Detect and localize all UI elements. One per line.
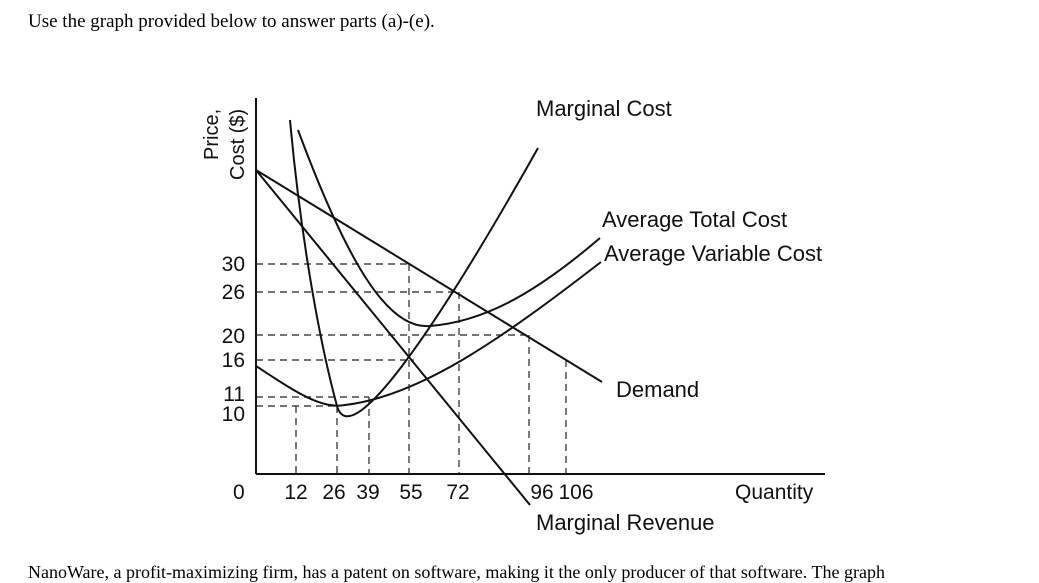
y-tick-20: 20 xyxy=(222,325,245,348)
average-variable-cost-label: Average Variable Cost xyxy=(604,241,822,266)
marginal-cost-curve xyxy=(289,119,539,418)
x-tick-55: 55 xyxy=(399,481,422,504)
x-tick-106: 106 xyxy=(558,481,593,504)
y-axis-label-price: Price, xyxy=(201,109,223,160)
average-variable-cost-curve xyxy=(255,261,602,407)
y-tick-10: 10 xyxy=(222,403,245,426)
marginal-revenue-label: Marginal Revenue xyxy=(536,510,715,535)
axes xyxy=(255,98,825,475)
x-tick-12: 12 xyxy=(284,481,307,504)
y-tick-11: 11 xyxy=(223,383,245,406)
demand-curve xyxy=(255,169,603,383)
question-text-cutoff: NanoWare, a profit-maximizing firm, has … xyxy=(28,562,885,582)
average-total-cost-curve xyxy=(297,129,601,328)
demand-label: Demand xyxy=(616,377,699,402)
x-tick-72: 72 xyxy=(446,481,469,504)
x-tick-96: 96 xyxy=(530,481,553,504)
marginal-revenue-curve xyxy=(255,169,531,506)
y-tick-26: 26 xyxy=(222,281,245,304)
y-axis-label-cost: Cost ($) xyxy=(227,109,249,180)
origin-label: 0 xyxy=(233,481,245,504)
x-axis-label: Quantity xyxy=(735,481,814,504)
marginal-cost-label: Marginal Cost xyxy=(536,96,672,121)
average-total-cost-label: Average Total Cost xyxy=(602,207,787,232)
y-tick-30: 30 xyxy=(222,253,245,276)
y-tick-16: 16 xyxy=(222,349,245,372)
x-tick-26: 26 xyxy=(322,481,345,504)
x-tick-39: 39 xyxy=(356,481,379,504)
instruction-text: Use the graph provided below to answer p… xyxy=(28,11,435,32)
